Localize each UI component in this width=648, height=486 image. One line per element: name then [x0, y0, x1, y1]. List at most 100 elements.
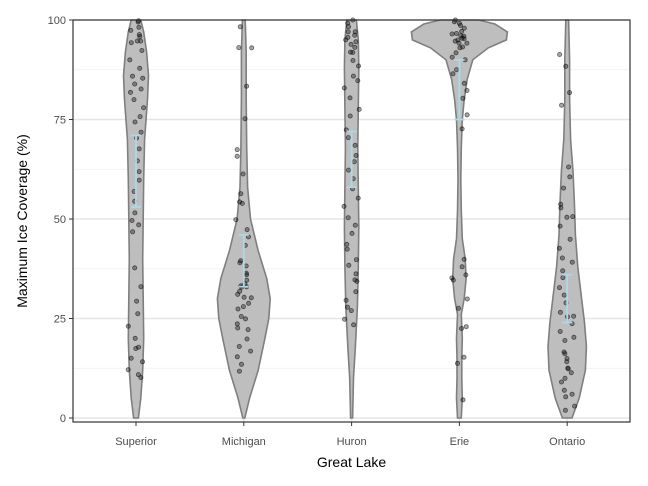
data-point — [569, 391, 575, 397]
data-point — [356, 106, 362, 112]
data-point — [461, 354, 467, 360]
data-point — [134, 38, 140, 44]
data-point — [343, 37, 349, 43]
data-point — [560, 275, 566, 281]
data-point — [567, 90, 573, 96]
data-point — [464, 88, 470, 94]
data-point — [136, 24, 142, 30]
data-point — [560, 268, 566, 274]
data-point — [237, 24, 243, 30]
data-point — [353, 257, 359, 263]
data-point — [453, 30, 459, 36]
data-point — [459, 35, 465, 41]
data-point — [129, 217, 135, 223]
data-point — [557, 328, 563, 334]
data-point — [136, 177, 142, 183]
data-point — [139, 48, 145, 54]
x-tick-label-ontario: Ontario — [549, 436, 585, 448]
data-point — [140, 75, 146, 81]
data-point — [355, 195, 361, 201]
data-point — [136, 169, 142, 175]
x-tick-label-huron: Huron — [337, 436, 367, 448]
data-point — [347, 113, 353, 119]
data-point — [454, 360, 460, 366]
data-point — [453, 50, 459, 56]
data-point — [345, 24, 351, 30]
data-point — [235, 291, 241, 297]
data-point — [559, 379, 565, 385]
data-point — [128, 40, 134, 46]
data-point — [463, 324, 469, 330]
data-point — [243, 270, 249, 276]
data-point — [457, 22, 463, 28]
data-point — [127, 57, 133, 63]
data-point — [572, 403, 578, 409]
data-point — [569, 259, 575, 265]
data-point — [138, 129, 144, 135]
data-point — [354, 278, 360, 284]
data-point — [558, 205, 564, 211]
data-point — [561, 292, 567, 298]
data-point — [135, 311, 141, 317]
data-point — [459, 126, 465, 132]
data-point — [352, 142, 358, 148]
data-point — [236, 45, 242, 51]
violins — [122, 19, 588, 419]
data-point — [236, 343, 242, 349]
data-point — [455, 305, 461, 311]
data-point — [137, 114, 143, 120]
data-point — [559, 102, 565, 108]
data-point — [351, 322, 357, 328]
data-point — [459, 264, 465, 270]
data-point — [139, 359, 145, 365]
data-point — [129, 73, 135, 79]
y-tick-label: 100 — [48, 15, 66, 27]
data-point — [344, 246, 350, 252]
data-point — [353, 39, 359, 45]
data-point — [570, 214, 576, 220]
data-point — [449, 54, 455, 60]
data-point — [239, 200, 245, 206]
data-point — [345, 135, 351, 141]
data-point — [564, 359, 570, 365]
data-point — [355, 78, 361, 84]
data-point — [458, 325, 464, 331]
data-point — [565, 366, 571, 372]
data-point — [558, 201, 564, 207]
data-point — [562, 337, 568, 343]
data-point — [349, 230, 355, 236]
data-point — [138, 38, 144, 44]
jitter-points — [125, 17, 578, 413]
data-point — [563, 394, 569, 400]
data-point — [348, 308, 354, 314]
data-point — [130, 229, 136, 235]
data-point — [351, 159, 357, 165]
data-point — [557, 309, 563, 315]
data-point — [244, 336, 250, 342]
data-point — [460, 44, 466, 50]
data-point — [562, 351, 568, 357]
data-point — [138, 86, 144, 92]
data-point — [234, 321, 240, 327]
data-point — [450, 277, 456, 283]
data-point — [125, 323, 131, 329]
data-point — [136, 146, 142, 152]
data-point — [353, 289, 359, 295]
x-tick-label-michigan: Michigan — [222, 436, 266, 448]
data-point — [341, 203, 347, 209]
x-tick-label-erie: Erie — [450, 436, 470, 448]
data-point — [345, 215, 351, 221]
data-point — [449, 31, 455, 37]
data-point — [235, 325, 241, 331]
data-point — [353, 271, 359, 277]
data-point — [461, 256, 467, 262]
data-point — [464, 296, 470, 302]
data-point — [132, 81, 138, 87]
data-point — [456, 40, 462, 46]
data-point — [246, 300, 252, 306]
data-point — [240, 171, 246, 177]
data-point — [342, 316, 348, 322]
error-bars — [131, 58, 573, 324]
data-point — [137, 34, 143, 40]
